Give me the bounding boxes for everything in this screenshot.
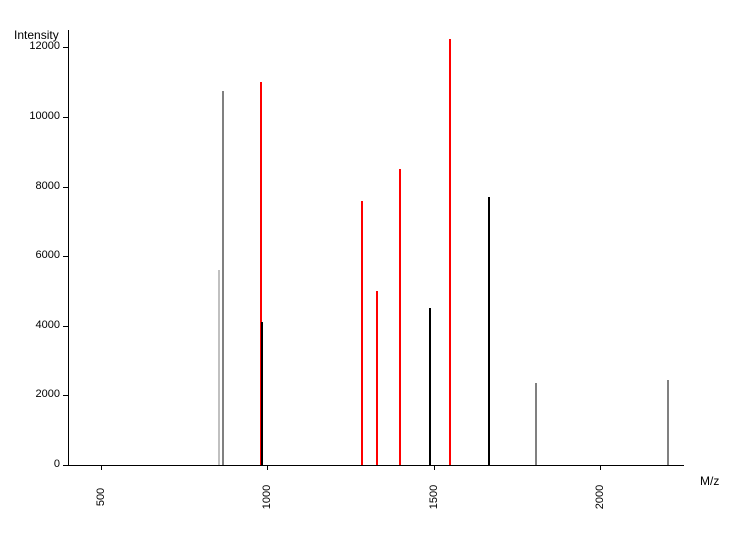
x-tick-label: 1000 xyxy=(261,485,273,509)
y-tick-label: 4000 xyxy=(36,319,60,331)
x-tick-label: 500 xyxy=(95,488,107,506)
x-axis-title: M/z xyxy=(700,474,719,488)
x-tick-label: 1500 xyxy=(428,485,440,509)
spectrum-peak xyxy=(449,39,451,465)
spectrum-peak xyxy=(222,91,224,465)
spectrum-peak xyxy=(535,383,537,465)
y-tick-label: 2000 xyxy=(36,388,60,400)
y-tick-label: 12000 xyxy=(29,40,60,52)
spectrum-peak xyxy=(361,201,363,465)
spectrum-peak xyxy=(376,291,378,465)
spectrum-peak xyxy=(488,197,490,465)
mass-spectrum-chart: Intensity M/z 02000400060008000100001200… xyxy=(0,0,750,540)
spectrum-peak xyxy=(399,169,401,465)
x-tick-label: 2000 xyxy=(594,485,606,509)
y-tick-label: 10000 xyxy=(29,110,60,122)
y-tick-label: 0 xyxy=(54,458,60,470)
spectrum-peak xyxy=(667,380,669,465)
spectrum-peak xyxy=(261,322,263,465)
spectrum-peak xyxy=(218,270,220,465)
x-axis-line xyxy=(68,465,684,466)
spectrum-peak xyxy=(429,308,431,465)
y-tick-label: 8000 xyxy=(36,180,60,192)
peaks-group xyxy=(68,30,683,465)
y-tick-label: 6000 xyxy=(36,249,60,261)
